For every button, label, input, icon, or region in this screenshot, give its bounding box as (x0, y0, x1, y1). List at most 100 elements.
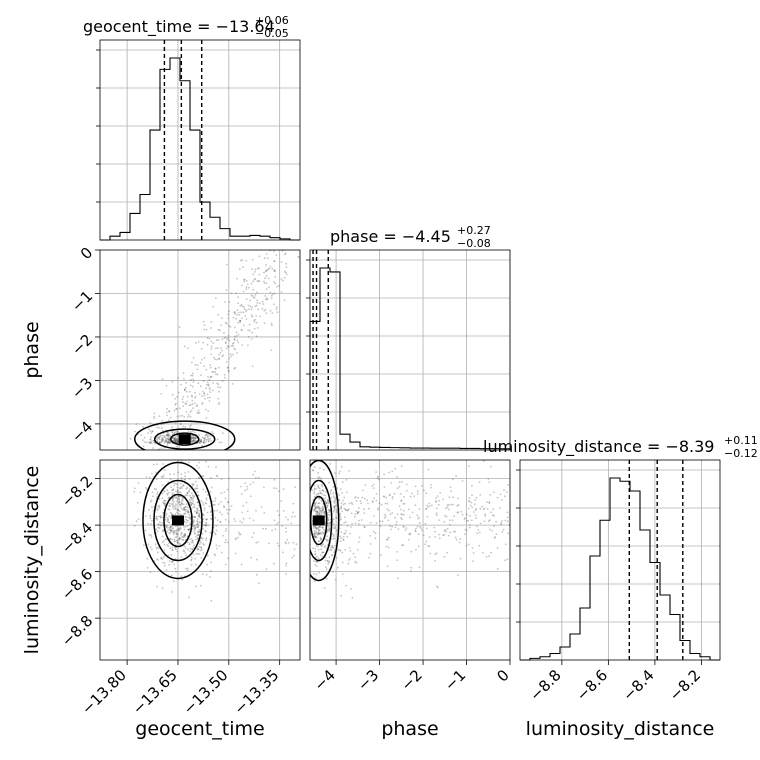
sample-point (415, 549, 417, 551)
sample-point (177, 456, 179, 458)
sample-point (196, 526, 198, 529)
sample-point (314, 507, 317, 509)
sample-point (200, 440, 203, 443)
sample-point (169, 538, 172, 541)
sample-point (210, 454, 212, 456)
sample-point (179, 482, 182, 485)
sample-point (225, 527, 228, 530)
sample-point (235, 292, 238, 294)
scatter-points (129, 250, 300, 450)
contour-level (310, 460, 340, 582)
sample-point (198, 393, 201, 395)
sample-point (363, 525, 366, 528)
sample-point (220, 551, 223, 554)
sample-point (191, 440, 193, 443)
sample-point (354, 496, 357, 498)
sample-point (217, 397, 220, 400)
sample-point (192, 502, 194, 505)
sample-point (188, 528, 190, 531)
sample-point (280, 278, 283, 281)
sample-point (212, 305, 215, 308)
sample-point (196, 534, 199, 536)
sample-point (163, 502, 166, 504)
sample-point (212, 371, 215, 374)
sample-point (377, 478, 380, 481)
sample-point (396, 513, 399, 515)
xtick-label: 0 (493, 666, 512, 685)
sample-point (313, 533, 316, 536)
sample-point (385, 538, 388, 541)
sample-point (319, 467, 321, 469)
sample-point (387, 536, 390, 539)
sample-point (335, 504, 338, 507)
sample-point (163, 500, 166, 502)
sample-point (388, 471, 390, 474)
sample-point (224, 342, 227, 345)
sample-point (491, 529, 493, 532)
sample-point (391, 497, 394, 500)
sample-point (188, 478, 191, 480)
sample-point (236, 536, 239, 539)
sample-point (169, 441, 172, 443)
hist-frame (99, 39, 301, 241)
sample-point (419, 526, 421, 528)
sample-point (322, 508, 325, 511)
sample-point (216, 474, 219, 477)
sample-point (241, 284, 244, 287)
sample-point (156, 507, 159, 510)
sample-point (157, 526, 160, 529)
sample-point (247, 286, 250, 289)
sample-point (333, 505, 336, 508)
sample-point (197, 409, 200, 412)
sample-point (205, 530, 207, 533)
sample-point (157, 505, 160, 508)
sample-point (446, 551, 449, 554)
sample-point (168, 560, 171, 562)
sample-point (196, 368, 199, 371)
sample-point (487, 478, 490, 480)
sample-point (315, 487, 317, 490)
sample-point (151, 430, 154, 433)
sample-point (434, 553, 437, 556)
sample-point (236, 352, 239, 354)
sample-point (318, 476, 321, 479)
sample-point (247, 344, 249, 347)
sample-point (178, 326, 181, 329)
sample-point (335, 556, 338, 559)
sample-point (238, 313, 241, 316)
sample-point (222, 432, 224, 434)
sample-point (371, 485, 373, 487)
sample-point (209, 531, 212, 534)
sample-point (205, 537, 208, 540)
sample-point (410, 570, 412, 572)
sample-point (171, 506, 174, 508)
sample-point (491, 514, 494, 516)
sample-point (190, 556, 193, 558)
sample-point (320, 539, 322, 542)
sample-point (327, 562, 329, 565)
sample-point (207, 436, 209, 438)
sample-point (202, 518, 205, 520)
sample-point (319, 554, 322, 557)
sample-point (311, 469, 314, 472)
sample-point (168, 521, 170, 524)
sample-point (284, 271, 287, 274)
sample-point (261, 300, 264, 303)
sample-point (320, 509, 323, 512)
sample-point (445, 530, 448, 533)
sample-point (148, 534, 151, 536)
sample-point (174, 440, 177, 443)
sample-point (446, 506, 449, 509)
sample-point (226, 366, 229, 369)
sample-point (321, 489, 324, 492)
sample-point (250, 294, 253, 297)
sample-point (181, 535, 184, 538)
sample-point (171, 549, 174, 551)
sample-point (227, 557, 230, 560)
sample-point (205, 457, 207, 459)
sample-point (190, 541, 193, 544)
sample-point (209, 364, 212, 366)
sample-point (488, 555, 490, 558)
sample-point (344, 548, 347, 551)
sample-point (215, 475, 218, 478)
